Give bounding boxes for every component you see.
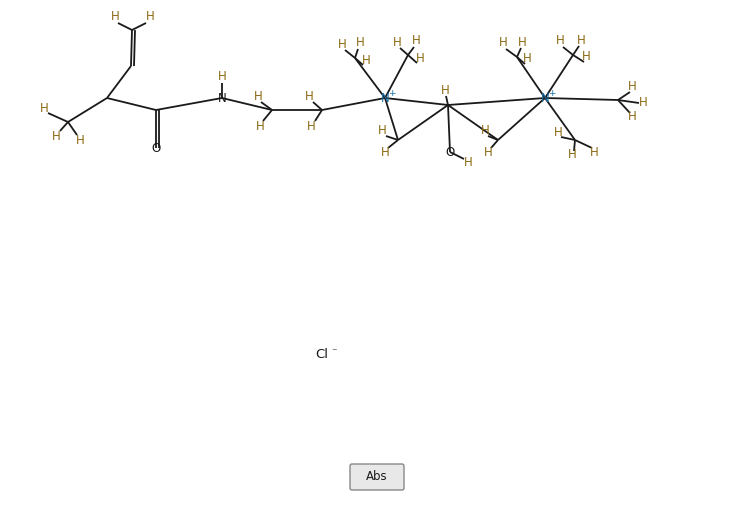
Text: H: H [111,11,119,24]
Text: O: O [446,146,455,158]
Text: H: H [146,11,155,24]
Text: H: H [75,134,84,147]
Text: O: O [152,141,161,155]
Text: H: H [553,126,562,139]
Text: H: H [381,146,389,158]
Text: H: H [256,119,265,133]
Text: Abs: Abs [366,470,388,483]
Text: N: N [381,92,389,105]
Text: H: H [40,102,48,115]
Text: H: H [498,36,507,49]
FancyBboxPatch shape [350,464,404,490]
Text: H: H [415,52,425,65]
Text: N: N [218,92,226,105]
Text: H: H [362,54,370,66]
Text: H: H [568,148,576,161]
Text: H: H [253,89,262,103]
Text: H: H [51,129,60,143]
Text: H: H [356,36,364,49]
Text: H: H [307,119,315,133]
Text: N: N [541,92,550,105]
Text: H: H [464,157,472,169]
Text: H: H [480,124,489,137]
Text: H: H [581,50,590,64]
Text: H: H [590,146,599,158]
Text: H: H [577,34,585,46]
Text: +: + [548,89,556,98]
Text: H: H [627,79,636,93]
Text: H: H [523,53,532,66]
Text: H: H [627,109,636,123]
Text: H: H [393,35,401,48]
Text: H: H [338,37,346,50]
Text: H: H [440,84,449,96]
Text: H: H [639,96,648,109]
Text: ⁻: ⁻ [331,347,336,357]
Text: H: H [378,124,386,137]
Text: H: H [483,146,492,158]
Text: H: H [556,35,565,47]
Text: +: + [388,89,396,98]
Text: H: H [218,70,226,84]
Text: Cl: Cl [315,349,328,361]
Text: H: H [305,89,314,103]
Text: H: H [412,35,421,47]
Text: H: H [518,35,526,48]
